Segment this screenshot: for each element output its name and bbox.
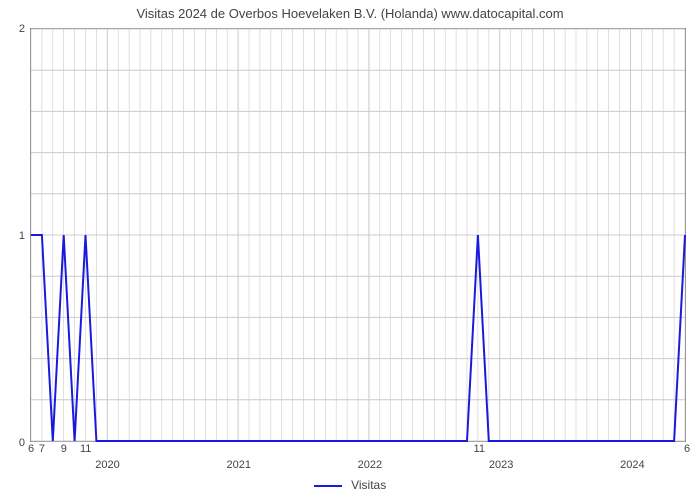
x-year-tick-label: 2021 [226,441,250,471]
x-year-tick-label: 2020 [95,441,119,471]
y-tick-label: 2 [19,23,31,35]
x-year-tick-label: 2024 [620,441,644,471]
legend-label: Visitas [351,478,386,492]
x-month-tick-label: 6 [684,441,690,455]
x-month-tick-label: 6 [28,441,34,455]
chart-title: Visitas 2024 de Overbos Hoevelaken B.V. … [0,6,700,21]
plot-area: 0126791111620202021202220232024 [30,28,686,442]
legend: Visitas [0,478,700,492]
x-month-tick-label: 11 [80,441,91,455]
legend-swatch [314,485,342,487]
x-year-tick-label: 2022 [358,441,382,471]
x-month-tick-label: 11 [474,441,485,455]
y-tick-label: 1 [19,230,31,242]
series-line [31,29,685,441]
x-month-tick-label: 7 [39,441,45,455]
x-month-tick-label: 9 [61,441,67,455]
x-year-tick-label: 2023 [489,441,513,471]
